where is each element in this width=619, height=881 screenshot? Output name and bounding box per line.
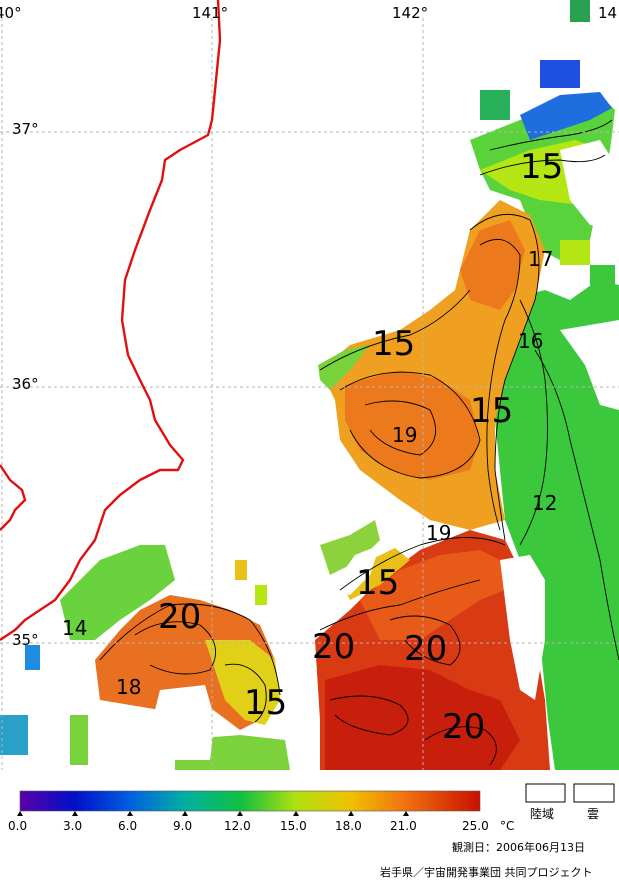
contour-line — [339, 371, 481, 479]
cloud-gap-5 — [330, 545, 380, 595]
sst-patch-6 — [560, 240, 590, 265]
contour-label: 16 — [518, 329, 543, 353]
sst-region-sagami-green — [60, 545, 175, 640]
sst-region-sagami-yellow — [205, 640, 280, 725]
colorbar-gradient — [19, 790, 481, 812]
cloud-gaps — [150, 140, 619, 760]
colorbar: 0.0 3.0 6.0 9.0 12.0 15.0 18.0 21.0 25.0… — [8, 790, 514, 833]
colorbar-tick-label: 25.0 — [462, 819, 489, 833]
sst-region-green-edge-west — [318, 345, 370, 390]
sst-patch-10 — [255, 585, 267, 605]
contour-label: 17 — [528, 247, 553, 271]
colorbar-tick-mark — [72, 811, 78, 816]
colorbar-tick-mark — [237, 811, 243, 816]
contour-label: 20 — [442, 707, 485, 747]
sst-patch-9 — [235, 560, 247, 580]
cloud-gap-4 — [560, 320, 619, 410]
contour-label: 15 — [372, 324, 415, 364]
colorbar-tick-mark — [127, 811, 133, 816]
lat-label-36: 36° — [12, 375, 39, 393]
sst-patch-2 — [0, 715, 28, 755]
sst-region-north-blue — [520, 92, 612, 140]
colorbar-unit: °C — [500, 819, 514, 833]
colorbar-tick-mark — [17, 811, 23, 816]
legend-cloud-swatch — [573, 783, 615, 803]
contour-line — [364, 400, 437, 456]
lat-label-37: 37° — [12, 120, 39, 138]
colorbar-tick-label: 3.0 — [63, 819, 82, 833]
contour-line — [489, 119, 613, 151]
legend-land-swatch — [525, 783, 566, 803]
cloud-gap-3 — [560, 140, 619, 230]
contour-line — [339, 537, 506, 591]
contour-line — [424, 726, 497, 766]
contour-line — [319, 579, 481, 631]
contour-label: 19 — [392, 423, 417, 447]
contour-line — [329, 695, 409, 736]
observation-date: 観測日：2006年06月13日 — [452, 840, 585, 854]
contour-label: 15 — [244, 683, 287, 723]
contour-line — [519, 299, 548, 546]
colorbar-tick-mark — [348, 811, 354, 816]
colorbar-tick-mark — [403, 811, 409, 816]
sst-patch-1 — [70, 715, 88, 765]
sst-region-south-red — [325, 665, 520, 770]
sst-patch-8 — [480, 90, 510, 120]
contour-line — [534, 349, 619, 661]
contour-line — [224, 663, 267, 723]
lon-label-143: 14 — [598, 4, 617, 22]
coastline-inlet — [0, 464, 27, 531]
contour-label: 15 — [520, 147, 563, 187]
contour-label: 19 — [426, 521, 451, 545]
lat-label-35: 35° — [12, 631, 39, 649]
cloud-gap-1 — [500, 555, 545, 700]
lon-label-141: 141° — [192, 4, 228, 22]
sst-region-south-green-edge — [320, 520, 380, 575]
contour-line — [479, 238, 521, 531]
legend-land-label: 陸域 — [530, 807, 554, 821]
contour-label: 15 — [356, 563, 399, 603]
contour-label: 20 — [312, 627, 355, 667]
colorbar-tick-label: 12.0 — [224, 819, 251, 833]
legend: 陸域 雲 — [525, 783, 615, 821]
credit: 岩手県／宇宙開発事業団 共同プロジェクト — [380, 865, 593, 879]
contour-label: 20 — [404, 629, 447, 669]
coastline — [0, 0, 222, 641]
contour-line — [389, 615, 461, 666]
sst-patch-4 — [540, 60, 580, 88]
contour-label: 15 — [470, 391, 513, 431]
cloud-gap-2 — [150, 685, 215, 760]
sst-patch-7 — [590, 265, 615, 285]
contour-label: 20 — [158, 597, 201, 637]
contour-line — [469, 213, 540, 541]
colorbar-tick-label: 21.0 — [390, 819, 417, 833]
contour-label: 14 — [62, 616, 87, 640]
colorbar-tick-label: 15.0 — [280, 819, 307, 833]
contour-line — [134, 621, 217, 675]
colorbar-tick-label: 0.0 — [8, 819, 27, 833]
sst-patch-3 — [25, 645, 40, 670]
sst-region-warm-core-2 — [345, 370, 480, 480]
sst-region-south-orange — [360, 550, 505, 640]
colorbar-ticks — [17, 811, 409, 816]
colorbar-tick-mark — [182, 811, 188, 816]
contour-line — [319, 289, 471, 371]
sst-patch-5 — [570, 0, 590, 22]
sst-region-offshore-east — [495, 280, 619, 770]
lon-label-140: 40° — [0, 4, 22, 22]
contour-label: 12 — [532, 491, 557, 515]
colorbar-tick-label: 9.0 — [173, 819, 192, 833]
lon-label-142: 142° — [392, 4, 428, 22]
colorbar-tick-label: 18.0 — [335, 819, 362, 833]
colorbar-tick-label: 6.0 — [118, 819, 137, 833]
contour-line — [479, 154, 606, 176]
colorbar-tick-mark — [293, 811, 299, 816]
contour-label: 18 — [116, 675, 141, 699]
graticule — [0, 18, 619, 770]
legend-cloud-label: 雲 — [587, 807, 599, 821]
